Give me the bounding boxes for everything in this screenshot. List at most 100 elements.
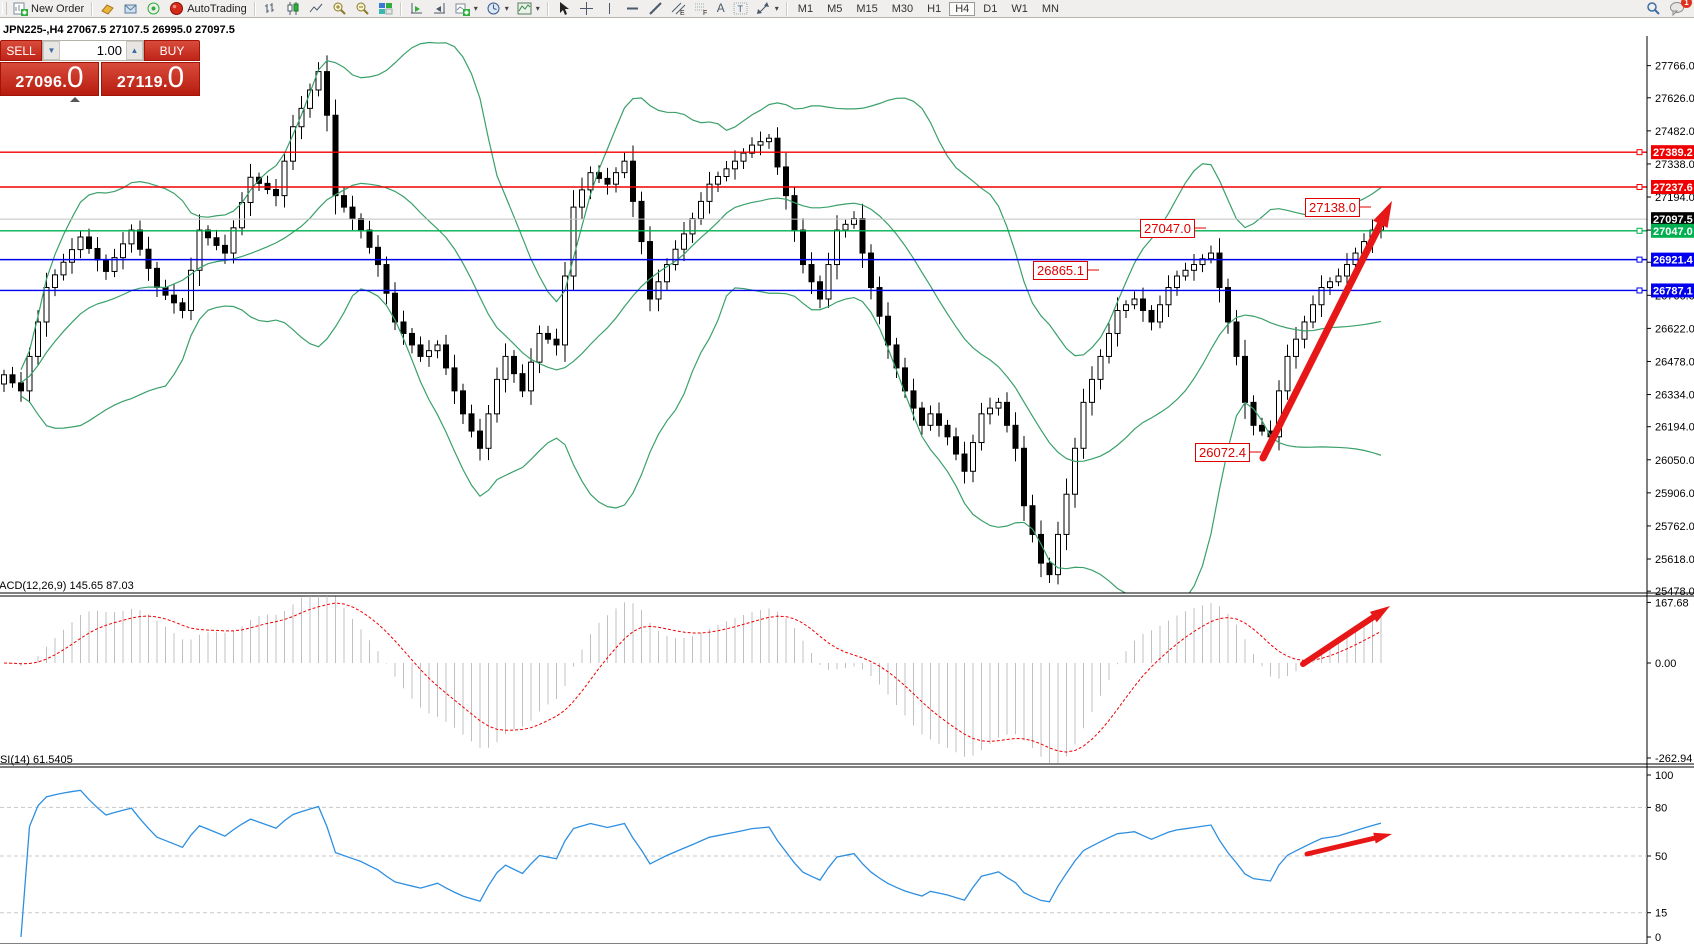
tf-button-m5[interactable]: M5 bbox=[827, 2, 843, 15]
buy-price-dot: . bbox=[162, 74, 168, 91]
svg-text:F: F bbox=[703, 10, 707, 16]
svg-text:-262.94: -262.94 bbox=[1655, 753, 1692, 765]
periods-button[interactable]: ▾ bbox=[482, 1, 513, 17]
line-chart-icon bbox=[309, 1, 324, 16]
svg-text:26921.4: 26921.4 bbox=[1653, 255, 1694, 267]
candlestick-chart-button[interactable] bbox=[282, 1, 305, 17]
buy-price-big-digit: 0 bbox=[167, 61, 185, 94]
new-order-button[interactable]: New Order bbox=[9, 1, 88, 17]
zoom-out-icon bbox=[355, 1, 370, 16]
svg-text:T: T bbox=[737, 4, 743, 14]
cursor-icon bbox=[556, 1, 571, 16]
svg-text:50: 50 bbox=[1655, 851, 1667, 863]
price-axis[interactable]: 27766.027626.027482.027338.027194.027050… bbox=[1646, 36, 1694, 944]
annotation-0[interactable]: 27138.0 bbox=[1305, 198, 1360, 217]
svg-text:27766.0: 27766.0 bbox=[1655, 61, 1694, 73]
auto-scroll-icon bbox=[409, 1, 424, 16]
volume-increase-button[interactable]: ▲ bbox=[126, 41, 143, 60]
bollinger-bands bbox=[20, 41, 1382, 593]
horizontal-line-icon bbox=[625, 1, 640, 16]
signals-button[interactable] bbox=[142, 1, 165, 17]
zoom-in-icon bbox=[332, 1, 347, 16]
sell-price-main: 27096 bbox=[15, 74, 63, 91]
svg-text:100: 100 bbox=[1655, 770, 1673, 782]
toolbar-grip bbox=[2, 2, 7, 15]
svg-text:27097.5: 27097.5 bbox=[1653, 214, 1693, 226]
svg-text:167.68: 167.68 bbox=[1655, 597, 1689, 609]
rsi-axis: 100 80 50 15 0 bbox=[1647, 770, 1673, 944]
equidistant-channel-icon: E bbox=[671, 1, 686, 16]
chart-shift-button[interactable] bbox=[428, 1, 451, 17]
rsi-pane bbox=[0, 789, 1647, 938]
arrows-tool-button[interactable]: ▾ bbox=[752, 1, 783, 17]
chart-canvas[interactable]: 27766.027626.027482.027338.027194.027050… bbox=[0, 18, 1694, 944]
toolbar-separator bbox=[253, 1, 256, 16]
annotation-3[interactable]: 26072.4 bbox=[1195, 443, 1250, 462]
trendline-button[interactable] bbox=[644, 1, 667, 17]
chart-region[interactable]: 27766.027626.027482.027338.027194.027050… bbox=[0, 18, 1694, 944]
tf-button-m30[interactable]: M30 bbox=[891, 2, 914, 15]
arrows-tool-icon bbox=[756, 1, 771, 16]
fibonacci-icon: F bbox=[694, 1, 709, 16]
sell-price[interactable]: 27096. 0 bbox=[0, 62, 99, 96]
tf-button-mn[interactable]: MN bbox=[1041, 2, 1059, 15]
autotrading-icon bbox=[169, 1, 184, 16]
volume-input[interactable]: 1.00 bbox=[96, 43, 122, 58]
horizontal-line-button[interactable] bbox=[621, 1, 644, 17]
zoom-in-button[interactable] bbox=[328, 1, 351, 17]
cursor-button[interactable] bbox=[552, 1, 575, 17]
text-label-icon: T bbox=[733, 1, 748, 16]
crosshair-icon bbox=[579, 1, 594, 16]
indicators-button[interactable]: ▾ bbox=[451, 1, 482, 17]
svg-text:25906.0: 25906.0 bbox=[1655, 488, 1694, 500]
mail-button[interactable] bbox=[119, 1, 142, 17]
sell-price-dot: . bbox=[62, 74, 67, 91]
auto-scroll-button[interactable] bbox=[405, 1, 428, 17]
crosshair-button[interactable] bbox=[575, 1, 598, 17]
tf-button-h4[interactable]: H4 bbox=[949, 1, 976, 16]
annotation-1[interactable]: 27047.0 bbox=[1140, 219, 1195, 238]
macd-pane bbox=[3, 596, 1382, 763]
fibonacci-button[interactable]: F bbox=[690, 1, 713, 17]
tf-button-d1[interactable]: D1 bbox=[983, 2, 998, 15]
templates-button[interactable]: ▾ bbox=[513, 1, 544, 17]
sell-button[interactable]: SELL bbox=[0, 40, 42, 61]
buy-price[interactable]: 27119. 0 bbox=[101, 62, 200, 96]
bar-chart-icon bbox=[263, 1, 278, 16]
expert-advisors-button[interactable] bbox=[96, 1, 119, 17]
chart-shift-icon bbox=[432, 1, 447, 16]
vertical-line-button[interactable] bbox=[598, 1, 621, 17]
expert-advisors-icon bbox=[100, 1, 115, 16]
symbol-info-label: JPN225-,H4 27067.5 27107.5 26995.0 27097… bbox=[3, 24, 235, 36]
top-toolbar: New Order AutoTrading ▾ ▾ ▾ E F A T bbox=[0, 0, 1694, 18]
line-chart-button[interactable] bbox=[305, 1, 328, 17]
trend-arrows[interactable] bbox=[1259, 201, 1392, 857]
tf-button-m1[interactable]: M1 bbox=[797, 2, 814, 15]
annotation-2[interactable]: 26865.1 bbox=[1033, 261, 1088, 280]
tile-windows-icon bbox=[378, 1, 393, 16]
tf-button-h1[interactable]: H1 bbox=[927, 2, 942, 15]
equidistant-channel-button[interactable]: E bbox=[667, 1, 690, 17]
autotrading-button[interactable]: AutoTrading bbox=[165, 1, 251, 17]
buy-button[interactable]: BUY bbox=[144, 40, 200, 61]
new-order-label: New Order bbox=[31, 2, 85, 15]
svg-text:26194.0: 26194.0 bbox=[1655, 422, 1694, 434]
bar-chart-button[interactable] bbox=[259, 1, 282, 17]
tile-windows-button[interactable] bbox=[374, 1, 397, 17]
text-button[interactable]: A bbox=[713, 1, 729, 17]
svg-text:27482.0: 27482.0 bbox=[1655, 126, 1694, 138]
panel-collapse-arrow[interactable] bbox=[70, 97, 80, 102]
tf-button-m15[interactable]: M15 bbox=[856, 2, 878, 15]
feedback-button[interactable]: 1 bbox=[1665, 0, 1692, 17]
text-label-button[interactable]: T bbox=[729, 1, 752, 17]
annotation-connectors bbox=[1088, 206, 1371, 453]
tf-button-w1[interactable]: W1 bbox=[1011, 2, 1028, 15]
vertical-line-icon bbox=[602, 1, 617, 16]
indicators-icon bbox=[455, 1, 470, 16]
volume-decrease-button[interactable]: ▼ bbox=[43, 41, 60, 60]
svg-text:25762.0: 25762.0 bbox=[1655, 521, 1694, 533]
zoom-out-button[interactable] bbox=[351, 1, 374, 17]
svg-text:27237.6: 27237.6 bbox=[1653, 182, 1693, 194]
search-button[interactable] bbox=[1642, 1, 1665, 17]
dropdown-caret-icon: ▾ bbox=[774, 4, 779, 13]
